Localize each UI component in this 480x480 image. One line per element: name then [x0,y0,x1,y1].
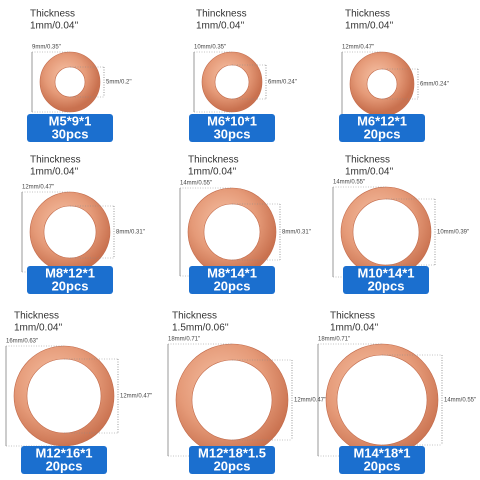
thickness-value: 1mm/0.04'' [345,167,393,178]
label-box [21,446,107,474]
thickness-heading: Thinckness [188,155,239,166]
thickness-heading: Thickness [345,155,390,166]
size-label: M6*12*1 [357,113,407,128]
washer-hole-edge [191,359,273,441]
quantity-label: 20pcs [364,126,401,141]
quantity-label: 30pcs [52,126,89,141]
label-box [339,114,425,142]
washer [188,188,276,276]
inner-diameter: 12mm/0.47'' [120,394,152,400]
outer-diameter: 12mm/0.47'' [22,185,54,191]
outer-diameter: 9mm/0.35'' [32,45,61,51]
thickness-heading: Thickness [330,311,375,322]
outer-diameter: 18mm/0.71'' [168,337,200,343]
quantity-label: 20pcs [46,458,83,473]
washer [14,346,114,446]
label-box [343,266,429,294]
inner-diameter: 12mm/0.47'' [294,398,326,404]
washer [30,192,110,272]
quantity-label: 20pcs [214,278,251,293]
label-box [27,266,113,294]
thickness-heading: Thinckness [30,155,81,166]
outer-diameter: 14mm/0.55'' [180,181,212,187]
washer-hole-edge [352,198,420,266]
thickness-heading: Thinckness [196,9,247,20]
washer-hole-edge [214,64,250,100]
washer [341,187,431,277]
washer [176,344,288,456]
washer [350,52,414,116]
thickness-heading: Thickness [14,311,59,322]
inner-diameter: 6mm/0.24'' [268,80,297,86]
quantity-label: 20pcs [214,458,251,473]
washer-hole-edge [26,358,102,434]
outer-diameter: 14mm/0.55'' [333,180,365,186]
washer [40,52,100,112]
inner-diameter: 10mm/0.39'' [437,230,469,236]
thickness-heading: Thickness [30,9,75,20]
washer-hole-edge [54,66,86,98]
washer-hole-edge [43,205,97,259]
quantity-label: 30pcs [214,126,251,141]
size-label: M8*14*1 [207,265,257,280]
thickness-value: 1mm/0.04'' [345,21,393,32]
thickness-heading: Thickness [172,311,217,322]
quantity-label: 20pcs [364,458,401,473]
size-label: M12*16*1 [35,445,92,460]
quantity-label: 20pcs [368,278,405,293]
washer-hole-edge [203,203,261,261]
size-label: M5*9*1 [49,113,92,128]
label-box [189,446,275,474]
size-label: M10*14*1 [357,265,414,280]
thickness-value: 1mm/0.04'' [30,167,78,178]
thickness-heading: Thickness [345,9,390,20]
label-box [339,446,425,474]
inner-diameter: 8mm/0.31'' [116,230,145,236]
label-box [189,266,275,294]
washer [326,344,438,456]
washer-hole-edge [336,354,428,446]
size-label: M6*10*1 [207,113,257,128]
inner-diameter: 5mm/0.2'' [106,80,132,86]
outer-diameter: 10mm/0.35'' [194,45,226,51]
inner-diameter: 8mm/0.31'' [282,230,311,236]
outer-diameter: 18mm/0.71'' [318,337,350,343]
label-box [189,114,275,142]
size-label: M12*18*1.5 [198,445,266,460]
size-label: M14*18*1 [353,445,410,460]
washer [202,52,262,112]
thickness-value: 1mm/0.04'' [330,323,378,334]
washer-hole-edge [366,68,398,100]
quantity-label: 20pcs [52,278,89,293]
size-label: M8*12*1 [45,265,95,280]
thickness-value: 1.5mm/0.06'' [172,323,229,334]
thickness-value: 1mm/0.04'' [30,21,78,32]
inner-diameter: 6mm/0.24'' [420,82,449,88]
thickness-value: 1mm/0.04'' [188,167,236,178]
outer-diameter: 16mm/0.63'' [6,339,38,345]
thickness-value: 1mm/0.04'' [196,21,244,32]
inner-diameter: 14mm/0.55'' [444,398,476,404]
label-box [27,114,113,142]
thickness-value: 1mm/0.04'' [14,323,62,334]
outer-diameter: 12mm/0.47'' [342,45,374,51]
